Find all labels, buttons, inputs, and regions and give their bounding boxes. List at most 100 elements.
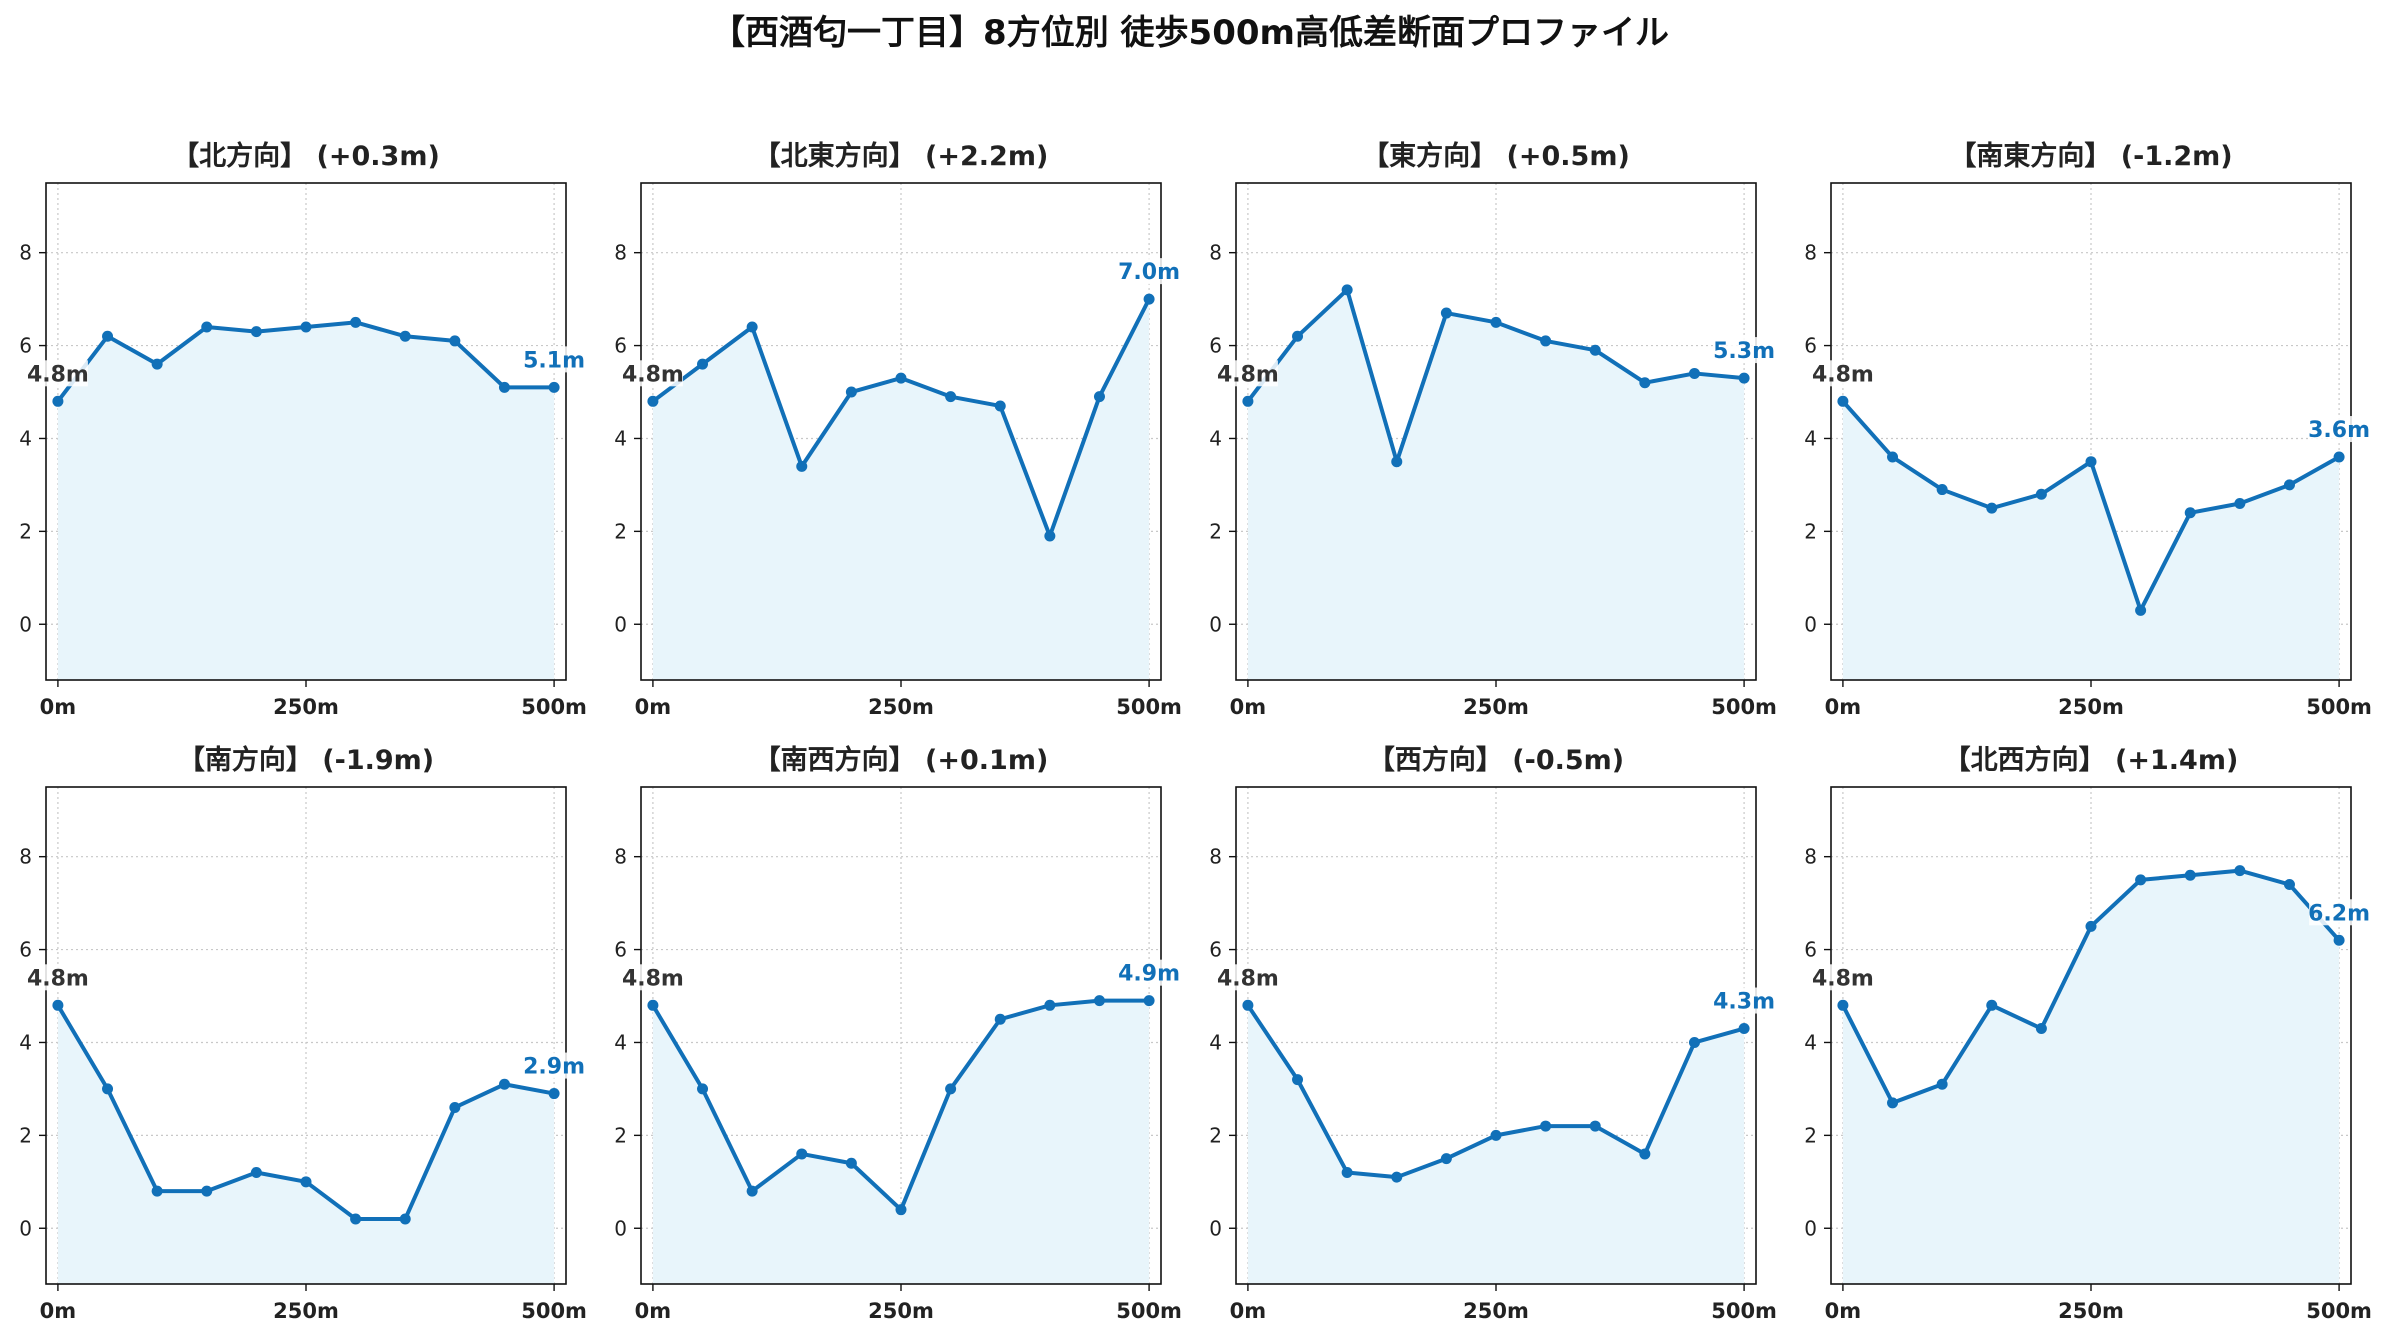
data-point	[746, 321, 758, 333]
xtick-label: 500m	[2306, 1299, 2372, 1323]
data-point	[399, 1213, 411, 1225]
data-point	[1440, 1153, 1452, 1165]
xtick-label: 500m	[1711, 695, 1777, 719]
panel-title: 【北方向】 (+0.3m)	[172, 140, 440, 172]
ytick-label: 6	[1804, 334, 1817, 358]
data-point	[350, 316, 362, 328]
data-point	[300, 1176, 312, 1188]
xtick-label: 500m	[521, 695, 587, 719]
ytick-label: 0	[1804, 1216, 1817, 1240]
profile-area	[1842, 870, 2340, 1284]
chart-panel: 【西方向】 (-0.5m) 0 2 4 6 8 0m 250m 500m 4.8m 4.3m	[1209, 744, 1777, 1323]
data-point	[1242, 395, 1254, 407]
data-point	[1688, 1036, 1700, 1048]
data-point	[1936, 484, 1948, 496]
chart-panel: 【東方向】 (+0.5m) 0 2 4 6 8 0m 250m 500m 4.8m 5.3m	[1209, 140, 1777, 719]
data-point	[697, 358, 709, 370]
data-point	[151, 1185, 163, 1197]
ytick-label: 0	[1209, 612, 1222, 636]
xtick-label: 0m	[1825, 695, 1862, 719]
data-point	[895, 372, 907, 384]
data-point	[1589, 1120, 1601, 1132]
data-point	[1490, 1129, 1502, 1141]
data-point	[2085, 920, 2097, 932]
data-point	[102, 1083, 114, 1095]
data-point	[449, 1101, 461, 1113]
data-point	[1837, 395, 1849, 407]
start-value-label: 4.8m	[27, 362, 89, 387]
ytick-label: 2	[19, 519, 32, 543]
data-point	[300, 321, 312, 333]
data-point	[1044, 999, 1056, 1011]
profile-area	[57, 1005, 555, 1284]
data-point	[697, 1083, 709, 1095]
xtick-label: 0m	[635, 1299, 672, 1323]
end-value-label: 4.3m	[1713, 990, 1775, 1015]
data-point	[945, 1083, 957, 1095]
xtick-label: 500m	[1711, 1299, 1777, 1323]
ytick-label: 0	[19, 612, 32, 636]
data-point	[647, 999, 659, 1011]
data-point	[1738, 372, 1750, 384]
start-label-bg	[622, 964, 683, 991]
xtick-label: 250m	[2058, 1299, 2124, 1323]
data-point	[2135, 874, 2147, 886]
ytick-label: 2	[1804, 1123, 1817, 1147]
data-point	[1292, 1074, 1304, 1086]
profile-area	[1842, 401, 2340, 680]
ytick-label: 4	[1804, 426, 1817, 450]
start-value-label: 4.8m	[622, 966, 684, 991]
xtick-label: 0m	[1825, 1299, 1862, 1323]
start-value-label: 4.8m	[27, 966, 89, 991]
data-point	[746, 1185, 758, 1197]
ytick-label: 2	[614, 519, 627, 543]
data-point	[250, 326, 262, 338]
data-point	[1936, 1078, 1948, 1090]
start-label-bg	[1812, 360, 1873, 387]
ytick-label: 0	[614, 612, 627, 636]
data-point	[945, 391, 957, 403]
data-point	[2184, 869, 2196, 881]
chart-panel: 【北東方向】 (+2.2m) 0 2 4 6 8 0m 250m 500m 4.8m 7.0m	[614, 140, 1182, 719]
panel-title: 【東方向】 (+0.5m)	[1362, 140, 1630, 172]
ytick-label: 8	[1804, 845, 1817, 869]
data-point	[2085, 456, 2097, 468]
data-point	[2234, 865, 2246, 877]
ytick-label: 4	[614, 1030, 627, 1054]
end-value-label: 5.3m	[1713, 339, 1775, 364]
data-point	[1292, 330, 1304, 342]
figure-title: 【西酒匂一丁目】8方位別 徒歩500m高低差断面プロファイル	[711, 13, 1669, 53]
data-point	[498, 1078, 510, 1090]
start-value-label: 4.8m	[1217, 362, 1279, 387]
end-label-bg	[524, 346, 585, 373]
data-point	[845, 1157, 857, 1169]
data-point	[895, 1204, 907, 1216]
start-label-bg	[1217, 964, 1278, 991]
ytick-label: 4	[1804, 1030, 1817, 1054]
profile-area	[57, 322, 555, 680]
panel-title: 【南西方向】 (+0.1m)	[754, 744, 1049, 776]
data-point	[994, 1013, 1006, 1025]
data-point	[2184, 507, 2196, 519]
xtick-label: 0m	[40, 1299, 77, 1323]
data-point	[2333, 934, 2345, 946]
ytick-label: 2	[614, 1123, 627, 1147]
start-label-bg	[1217, 360, 1278, 387]
data-point	[1639, 377, 1651, 389]
ytick-label: 0	[614, 1216, 627, 1240]
data-point	[1341, 284, 1353, 296]
ytick-label: 0	[19, 1216, 32, 1240]
ytick-label: 0	[1804, 612, 1817, 636]
data-point	[1639, 1148, 1651, 1160]
xtick-label: 0m	[40, 695, 77, 719]
data-point	[2135, 604, 2147, 616]
data-point	[1440, 307, 1452, 319]
start-label-bg	[622, 360, 683, 387]
data-point	[1540, 335, 1552, 347]
data-point	[548, 1088, 560, 1100]
data-point	[399, 330, 411, 342]
end-label-bg	[1119, 258, 1180, 285]
xtick-label: 250m	[273, 1299, 339, 1323]
panel-title: 【南方向】 (-1.9m)	[178, 744, 434, 776]
data-point	[2283, 879, 2295, 891]
